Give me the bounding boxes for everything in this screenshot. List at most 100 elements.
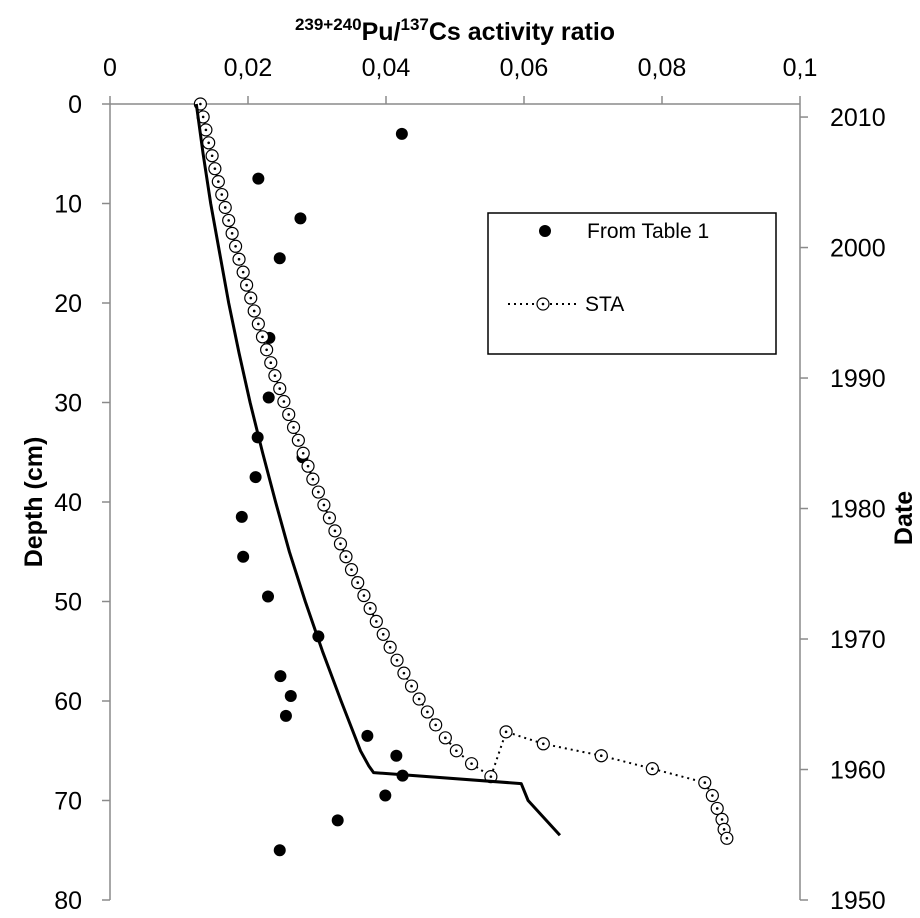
sta-point-center xyxy=(381,633,385,636)
sta-point-center xyxy=(273,374,277,377)
y-tick-label: 10 xyxy=(54,191,82,219)
x-tick-label: 0,02 xyxy=(224,54,273,82)
series-0 xyxy=(235,127,409,857)
table-1-point xyxy=(361,729,374,742)
table-1-point xyxy=(273,844,286,857)
sta-point-center xyxy=(339,542,342,546)
sta-point-center xyxy=(328,516,331,520)
table-1-point xyxy=(390,749,403,762)
sta-point-center xyxy=(199,102,202,106)
sta-point-center xyxy=(292,426,295,429)
sta-point-center xyxy=(210,154,214,158)
sta-point-center xyxy=(201,115,205,119)
table-1-point xyxy=(252,172,265,185)
sta-point-center xyxy=(311,477,315,481)
sta-point-center xyxy=(217,180,220,183)
title-sup-1: 239+240 xyxy=(295,15,362,34)
sta-point-center xyxy=(402,671,406,675)
y2-tick-label: 1970 xyxy=(830,626,886,654)
y-axis-ticks: 0 10 20 30 40 50 60 70 80 xyxy=(54,91,110,915)
sta-point-center xyxy=(434,723,437,727)
sta-point-center xyxy=(711,794,714,797)
y2-tick-label: 1950 xyxy=(830,887,886,915)
sta-point-center xyxy=(306,464,310,468)
sta-point-center xyxy=(249,296,253,300)
sta-point-center xyxy=(489,775,493,778)
y2-tick-label: 1980 xyxy=(830,496,886,524)
sta-point-center xyxy=(715,807,719,810)
legend-label-from-table-1: From Table 1 xyxy=(587,220,709,243)
sta-point-center xyxy=(322,503,326,507)
y2-axis-ticks: 2010 2000 1990 1980 1970 1960 1950 xyxy=(800,104,886,915)
y-tick-label: 40 xyxy=(54,489,82,517)
sta-point-center xyxy=(417,697,421,701)
sta-point-center xyxy=(261,335,264,339)
sta-point-center xyxy=(227,219,230,222)
sta-point-center xyxy=(245,283,248,287)
table-1-point xyxy=(274,670,287,683)
sta-point-center xyxy=(204,128,208,132)
table-1-point xyxy=(294,212,307,225)
sta-point-center xyxy=(455,749,458,753)
series-2 xyxy=(194,103,562,837)
sta-point-center xyxy=(223,206,227,209)
x-tick-label: 0,06 xyxy=(500,54,549,82)
x-axis-ticks: 0 0,02 0,04 0,06 0,08 0,1 xyxy=(103,54,817,104)
sta-point-center xyxy=(470,762,473,765)
table-1-point xyxy=(237,550,250,563)
sta-point-center xyxy=(651,767,654,770)
y2-tick-label: 2000 xyxy=(830,235,886,263)
sta-point-center xyxy=(213,167,217,170)
legend-marker-sta-dot xyxy=(541,302,545,306)
series-layer xyxy=(193,97,734,857)
sta-point-center xyxy=(350,568,353,571)
legend-label-sta: STA xyxy=(585,293,624,316)
title-sup-2: 137 xyxy=(401,15,429,34)
legend-marker-from-table-1 xyxy=(539,225,551,237)
sta-point-center xyxy=(301,451,305,455)
table-1-point xyxy=(262,590,275,603)
sta-point-center xyxy=(542,742,545,746)
y-tick-label: 50 xyxy=(54,589,82,617)
sta-point-center xyxy=(362,594,366,597)
sta-point-center xyxy=(278,387,282,390)
chart-title: 239+240Pu/137Cs activity ratio xyxy=(295,15,615,46)
y-tick-label: 80 xyxy=(54,887,82,915)
sta-point-center xyxy=(297,439,300,442)
y-axis-label: Depth (cm) xyxy=(20,437,48,568)
sta-point-center xyxy=(444,736,447,740)
sta-point-center xyxy=(722,828,726,831)
sta-point-center xyxy=(388,645,392,649)
y-tick-label: 0 xyxy=(68,91,82,119)
y-tick-label: 60 xyxy=(54,688,82,716)
x-tick-label: 0,08 xyxy=(638,54,687,82)
sta-point-center xyxy=(230,232,234,235)
table-1-point xyxy=(279,709,292,722)
sta-point-center xyxy=(375,620,378,623)
sta-point-center xyxy=(410,684,413,688)
y2-axis-label: Date xyxy=(890,491,918,545)
sta-point-center xyxy=(252,309,256,313)
table-1-point xyxy=(273,252,286,265)
table-1-point xyxy=(379,789,392,802)
sta-point-center xyxy=(287,413,291,416)
sta-point-center xyxy=(269,361,273,365)
sta-point-center xyxy=(317,490,320,494)
sta-point-center xyxy=(257,322,260,326)
table-1-point xyxy=(235,510,248,523)
y2-tick-label: 1990 xyxy=(830,365,886,393)
title-end: Cs activity ratio xyxy=(429,18,615,46)
series-1 xyxy=(193,97,734,845)
sta-point-center xyxy=(725,837,729,840)
table-1-point xyxy=(331,814,344,827)
table-1-point xyxy=(284,690,297,703)
legend-box xyxy=(487,212,777,355)
sta-point-center xyxy=(599,754,603,758)
sta-point-center xyxy=(237,257,241,261)
sta-point-center xyxy=(703,781,707,784)
y-tick-label: 70 xyxy=(54,788,82,816)
sta-point-center xyxy=(356,581,360,584)
x-tick-label: 0 xyxy=(103,54,117,82)
legend: From Table 1 STA xyxy=(487,212,777,355)
